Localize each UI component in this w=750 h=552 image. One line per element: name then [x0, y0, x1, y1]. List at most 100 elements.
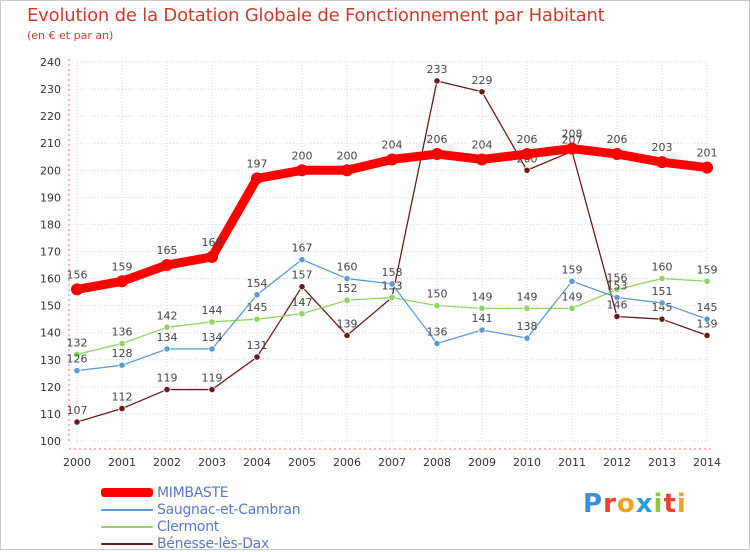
- x-tick-label: 2011: [558, 456, 586, 469]
- data-point: [343, 296, 351, 304]
- data-point: [521, 148, 533, 161]
- data-point: [206, 250, 218, 263]
- chart-title: Evolution de la Dotation Globale de Fonc…: [27, 5, 605, 26]
- legend-swatch: [101, 525, 153, 528]
- data-point: [296, 164, 308, 177]
- y-tick-label: 100: [40, 435, 61, 448]
- data-point: [613, 312, 621, 321]
- logo-letter: t: [663, 489, 677, 519]
- data-point: [613, 285, 621, 293]
- logo-letter: i: [676, 489, 687, 519]
- data-label: 112: [112, 391, 133, 404]
- data-label: 165: [157, 244, 178, 257]
- x-tick-label: 2004: [243, 456, 271, 469]
- legend-item: Clermont: [101, 518, 300, 535]
- data-label: 160: [337, 261, 358, 274]
- data-point: [71, 283, 83, 296]
- data-point: [298, 256, 306, 264]
- logo-letter: x: [635, 489, 654, 519]
- data-point: [478, 88, 486, 96]
- data-label: 152: [337, 282, 358, 295]
- data-label: 201: [697, 147, 718, 160]
- data-point: [118, 339, 126, 348]
- data-point: [611, 148, 623, 161]
- data-point: [658, 274, 666, 283]
- x-tick-label: 2014: [693, 456, 721, 469]
- data-label: 154: [247, 277, 268, 290]
- x-tick-label: 2001: [108, 456, 136, 469]
- data-label: 107: [67, 404, 88, 417]
- y-tick-label: 240: [40, 56, 61, 69]
- data-point: [431, 148, 443, 161]
- data-label: 149: [562, 290, 583, 303]
- data-point: [118, 404, 126, 413]
- data-label: 150: [427, 288, 448, 301]
- data-label: 145: [247, 301, 268, 314]
- logo-letter: o: [616, 489, 636, 519]
- data-label: 136: [427, 326, 448, 339]
- data-label: 229: [472, 74, 493, 87]
- data-label: 168: [202, 236, 223, 249]
- legend-item: Bénesse-lès-Dax: [101, 535, 300, 552]
- data-point: [388, 280, 396, 288]
- data-label: 141: [472, 312, 493, 325]
- data-point: [703, 331, 711, 340]
- data-label: 159: [562, 263, 583, 276]
- chart-subtitle: (en € et par an): [27, 29, 114, 42]
- data-point: [478, 326, 486, 334]
- data-point: [253, 353, 261, 361]
- data-point: [658, 315, 666, 323]
- data-point: [116, 275, 128, 288]
- data-label: 119: [202, 372, 223, 385]
- y-tick-label: 230: [40, 83, 61, 96]
- data-label: 200: [292, 149, 313, 162]
- data-point: [73, 418, 81, 426]
- data-point: [701, 161, 713, 174]
- data-point: [118, 361, 126, 369]
- data-point: [341, 164, 353, 177]
- data-label: 145: [697, 301, 718, 314]
- logo-letter: P: [583, 489, 604, 519]
- data-label: 132: [67, 336, 88, 349]
- data-label: 146: [607, 298, 628, 311]
- data-point: [568, 277, 576, 285]
- legend-swatch: [101, 488, 153, 497]
- data-point: [433, 77, 441, 85]
- data-point: [388, 293, 396, 302]
- data-label: 136: [112, 326, 133, 339]
- data-point: [163, 323, 171, 331]
- data-label: 147: [292, 296, 313, 309]
- data-label: 208: [562, 128, 583, 141]
- legend-label: Clermont: [157, 518, 219, 535]
- data-point: [253, 315, 261, 323]
- data-point: [208, 385, 216, 394]
- x-tick-label: 2005: [288, 456, 316, 469]
- data-label: 159: [112, 260, 133, 273]
- legend-item: MIMBASTE: [101, 484, 300, 501]
- data-label: 167: [292, 242, 313, 255]
- data-point: [161, 259, 173, 272]
- data-label: 207: [562, 133, 583, 146]
- data-point: [476, 153, 488, 166]
- logo-letter: i: [653, 489, 664, 519]
- x-tick-label: 2007: [378, 456, 406, 469]
- data-point: [163, 345, 171, 353]
- y-tick-label: 160: [40, 273, 61, 286]
- data-label: 131: [247, 339, 268, 352]
- logo-letter: r: [603, 489, 617, 519]
- data-point: [656, 156, 668, 169]
- data-point: [568, 304, 576, 312]
- y-tick-label: 140: [40, 327, 61, 340]
- data-label: 206: [427, 133, 448, 146]
- data-label: 119: [157, 372, 178, 385]
- legend-swatch: [101, 542, 153, 545]
- legend-label: Saugnac-et-Cambran: [157, 501, 301, 518]
- data-point: [73, 350, 81, 358]
- x-tick-label: 2009: [468, 456, 496, 469]
- data-label: 139: [337, 317, 358, 330]
- data-point: [253, 291, 261, 299]
- data-label: 156: [67, 268, 88, 281]
- data-label: 139: [697, 317, 718, 330]
- data-label: 156: [607, 271, 628, 284]
- y-tick-label: 190: [40, 191, 61, 204]
